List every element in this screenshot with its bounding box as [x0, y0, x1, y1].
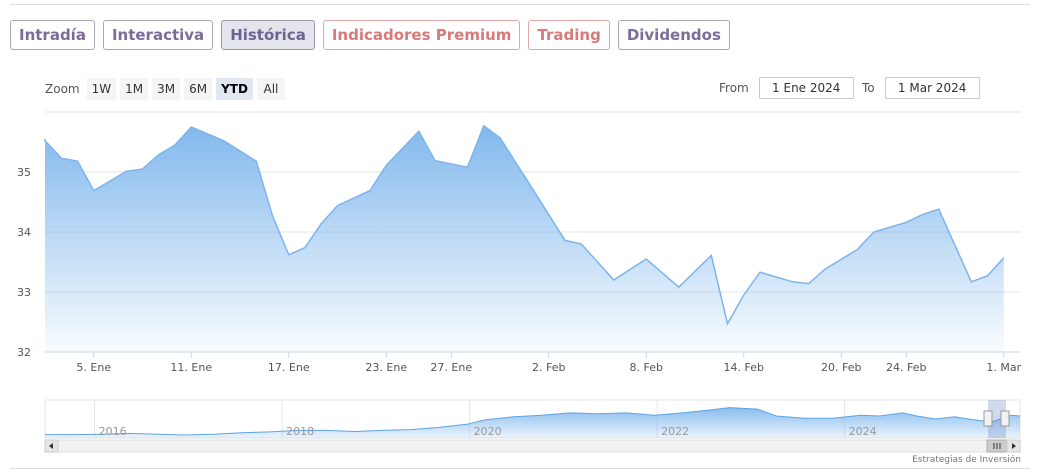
x-tick-label: 20. Feb	[821, 361, 861, 374]
y-tick-label: 35	[17, 166, 31, 179]
x-tick-label: 2. Feb	[532, 361, 565, 374]
zoom-selector: Zoom 1W 1M 3M 6M YTD All	[45, 78, 285, 100]
x-tick-label: 5. Ene	[76, 361, 111, 374]
zoom-6m-button[interactable]: 6M	[184, 78, 213, 100]
range-from: From 1 Ene 2024	[719, 77, 854, 99]
tab-historica[interactable]: Histórica	[221, 20, 315, 50]
x-tick-label: 23. Ene	[365, 361, 407, 374]
y-axis: 32 33 34 35	[17, 166, 31, 359]
x-tick-label: 1. Mar	[986, 361, 1021, 374]
tab-interactiva[interactable]: Interactiva	[102, 20, 214, 50]
y-tick-label: 33	[17, 286, 31, 299]
x-tick-label: 14. Feb	[724, 361, 764, 374]
navigator-area	[45, 407, 1020, 438]
navigator-line	[45, 407, 1021, 436]
navigator-selection[interactable]	[988, 400, 1006, 438]
zoom-all-button[interactable]: All	[256, 78, 285, 100]
navigator-handle-right[interactable]	[1000, 410, 1010, 427]
x-tick-label: 24. Feb	[886, 361, 926, 374]
tab-intradia[interactable]: Intradía	[10, 20, 95, 50]
scroll-left-arrow-icon	[49, 443, 53, 449]
scroll-right-arrow-icon	[1012, 443, 1016, 449]
x-tick-label: 27. Ene	[430, 361, 472, 374]
range-to-input[interactable]: 1 Mar 2024	[884, 77, 980, 99]
navigator: 2016 2018 2020 2022 2024	[44, 399, 1021, 453]
navigator-tick-label: 2018	[286, 425, 314, 438]
zoom-3m-button[interactable]: 3M	[152, 78, 181, 100]
x-tick-label: 11. Ene	[170, 361, 212, 374]
tab-trading[interactable]: Trading	[528, 20, 610, 50]
y-tick-label: 34	[17, 226, 31, 239]
navigator-tick-label: 2022	[661, 425, 689, 438]
zoom-label: Zoom	[45, 82, 80, 96]
x-axis: 5. Ene 11. Ene 17. Ene 23. Ene 27. Ene 2. Feb…	[76, 352, 1022, 374]
price-area	[45, 125, 1004, 352]
navigator-tick-label: 2024	[849, 425, 877, 438]
scrollbar-track[interactable]	[44, 439, 1021, 453]
navigator-tick-label: 2016	[99, 425, 127, 438]
price-line	[44, 124, 1005, 326]
chart-credit: Estrategias de Inversión	[912, 455, 1021, 465]
zoom-ytd-button[interactable]: YTD	[216, 78, 253, 100]
chart-tabs: Intradía Interactiva Histórica Indicador…	[10, 20, 730, 50]
range-from-input[interactable]: 1 Ene 2024	[758, 77, 854, 99]
zoom-1m-button[interactable]: 1M	[120, 78, 149, 100]
tab-indicadores-premium[interactable]: Indicadores Premium	[322, 20, 521, 50]
top-divider	[10, 4, 1030, 5]
price-chart: 32 33 34 35 5. Ene 11. Ene 17. Ene 23. Ene 27. …	[17, 111, 1022, 453]
x-tick-label: 8. Feb	[630, 361, 663, 374]
zoom-1w-button[interactable]: 1W	[86, 78, 117, 100]
y-tick-label: 32	[17, 346, 31, 359]
range-to-label: To	[862, 81, 875, 95]
bottom-divider	[10, 468, 1030, 469]
range-to: To 1 Mar 2024	[862, 77, 980, 99]
tab-dividendos[interactable]: Dividendos	[617, 20, 730, 50]
navigator-tick-label: 2020	[474, 425, 502, 438]
navigator-handle-left[interactable]	[983, 410, 993, 427]
x-tick-label: 17. Ene	[268, 361, 310, 374]
range-from-label: From	[719, 81, 749, 95]
